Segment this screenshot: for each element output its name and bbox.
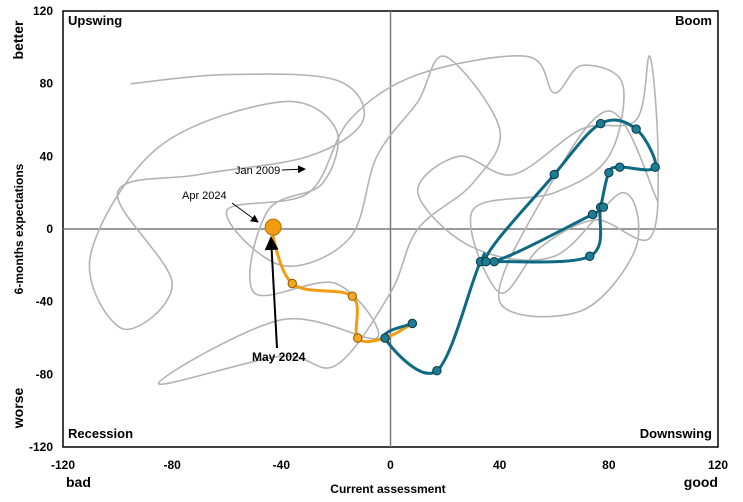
annotation-may-2024: May 2024 <box>252 350 306 364</box>
y-tick-label: -40 <box>36 295 54 309</box>
y-tick-label: 40 <box>40 149 54 163</box>
quadrant-label-recession: Recession <box>68 426 133 441</box>
y-tick-label: -80 <box>36 367 54 381</box>
data-point-earlier-2023 <box>631 124 641 134</box>
series-line-earlier-2023 <box>383 118 658 375</box>
y-tick-label: 80 <box>40 77 54 91</box>
data-point-recent <box>353 333 363 343</box>
annotation-apr-2024: Apr 2024 <box>182 190 227 202</box>
data-point-earlier-2023 <box>489 257 499 267</box>
data-point-earlier-2023 <box>380 333 390 343</box>
x-tick-label: -120 <box>51 458 75 472</box>
y-end-label-better: better <box>10 20 26 59</box>
data-point-earlier-2023 <box>481 257 491 267</box>
data-point-latest <box>264 218 282 236</box>
x-tick-label: 120 <box>708 458 728 472</box>
x-tick-label: -40 <box>273 458 291 472</box>
quadrant-label-boom: Boom <box>675 13 712 28</box>
data-point-recent <box>287 278 297 289</box>
x-tick-label: -80 <box>163 458 181 472</box>
y-axis-title: 6-months expectations <box>12 163 26 294</box>
data-point-earlier-2023 <box>549 169 559 180</box>
y-tick-label: 0 <box>46 222 53 236</box>
quadrant-label-downswing: Downswing <box>640 426 712 441</box>
x-end-label-good: good <box>684 474 718 490</box>
y-tick-label: 120 <box>33 4 53 18</box>
arrow-jan-2009 <box>281 165 306 174</box>
data-point-earlier-2023 <box>595 118 606 129</box>
x-tick-label: 40 <box>493 458 507 472</box>
y-end-label-worse: worse <box>10 388 26 430</box>
data-point-earlier-2023 <box>432 366 442 376</box>
x-axis-title: Current assessment <box>330 482 445 496</box>
quadrant-label-upswing: Upswing <box>68 13 122 28</box>
x-tick-label: 80 <box>602 458 616 472</box>
y-tick-label: -120 <box>29 440 53 454</box>
series-line-history <box>88 55 659 385</box>
x-tick-label: 0 <box>387 458 394 472</box>
data-point-earlier-2023 <box>587 209 598 220</box>
arrow-apr-2024 <box>231 202 259 223</box>
arrow-may-2024 <box>264 236 279 349</box>
data-point-earlier-2023 <box>585 251 595 261</box>
data-point-earlier-2023 <box>615 162 625 172</box>
annotation-jan-2009: Jan 2009 <box>235 165 280 177</box>
data-point-earlier-2023 <box>598 202 609 212</box>
data-point-earlier-2023 <box>604 167 614 178</box>
data-point-earlier-2023 <box>407 318 418 329</box>
data-point-earlier-2023 <box>650 162 660 172</box>
x-end-label-bad: bad <box>66 474 91 490</box>
data-point-recent <box>347 291 357 301</box>
